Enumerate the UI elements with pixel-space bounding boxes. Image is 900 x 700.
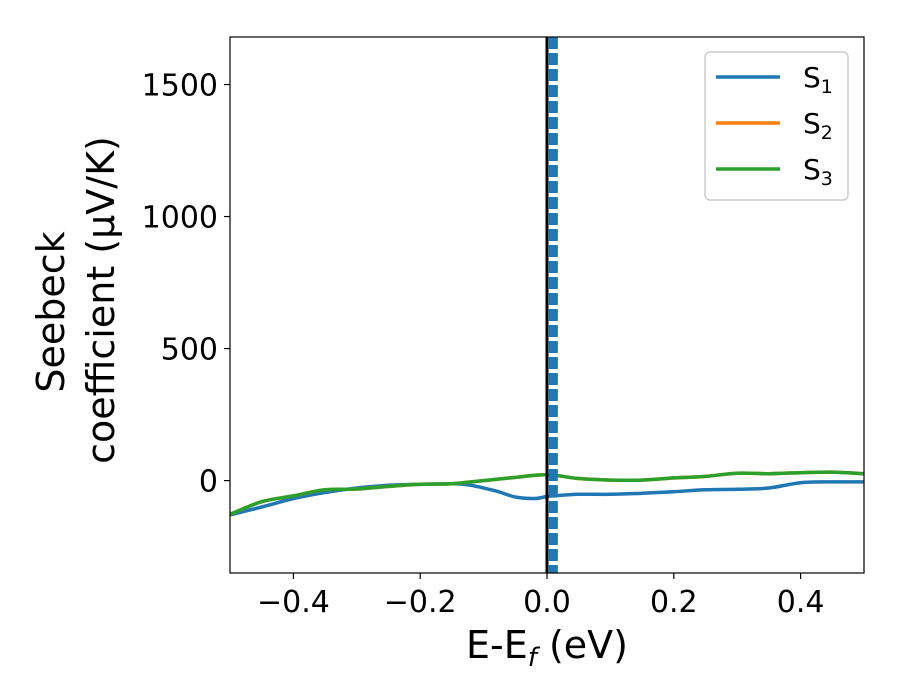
legend-frame (704, 51, 849, 201)
y-tick-label: 500 (161, 333, 218, 368)
x-tick-label: −0.2 (384, 585, 457, 620)
legend: S1 S2 S3 (704, 51, 849, 201)
x-tick-label: −0.4 (257, 585, 330, 620)
y-axis-label-line2: coefficient (μV/K) (79, 136, 123, 464)
x-axis-label-unit: (eV) (537, 623, 628, 667)
ticks-layer: −0.4 −0.2 0.0 0.2 0.4 0 500 1000 1500 (142, 69, 825, 620)
legend-label-s1: S1 (803, 61, 833, 98)
y-tick-label: 0 (199, 465, 218, 500)
y-tick-label: 1000 (142, 201, 218, 236)
x-tick-label: 0.2 (650, 585, 698, 620)
x-axis-label: E-Ef (eV) (466, 623, 628, 673)
x-axis-label-main: E-E (466, 623, 528, 667)
x-tick-label: 0.4 (777, 585, 825, 620)
legend-label-s3: S3 (803, 153, 833, 190)
legend-label-s2: S2 (803, 107, 833, 144)
y-tick-label: 1500 (142, 69, 218, 104)
marker-layer (545, 37, 558, 573)
x-tick-label: 0.0 (523, 585, 571, 620)
y-axis-label-line1: Seebeck (29, 231, 73, 392)
